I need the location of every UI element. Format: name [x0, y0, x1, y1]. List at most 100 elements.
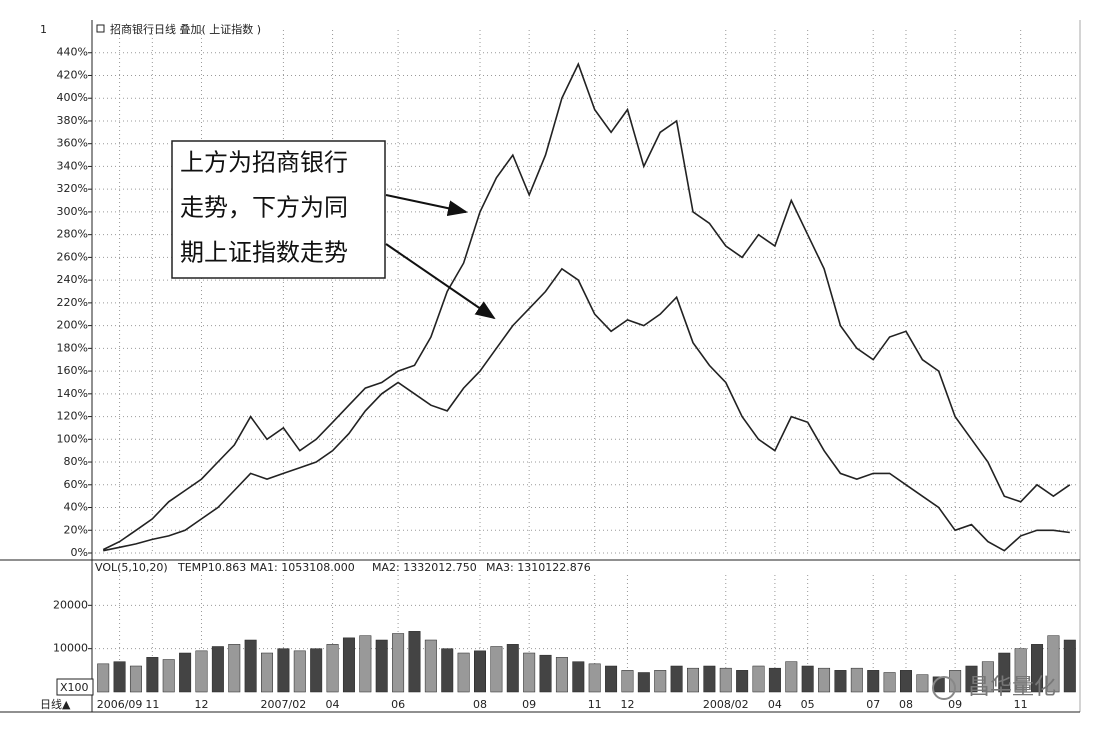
- y-tick-label: 100%: [57, 432, 88, 445]
- volume-bar: [998, 652, 1011, 693]
- volume-bar: [1014, 648, 1027, 693]
- volume-bar: [605, 665, 618, 693]
- volume-bar: [97, 663, 110, 693]
- volume-bar: [342, 637, 355, 693]
- volume-bar: [244, 639, 257, 693]
- x-tick-label: 11: [1014, 698, 1028, 711]
- price-line: [102, 62, 1071, 551]
- y-tick-label: 40%: [64, 501, 88, 514]
- volume-bar: [523, 652, 536, 693]
- volume-bar: [687, 667, 699, 693]
- y-tick-label: 0%: [71, 546, 88, 559]
- y-tick-label: 20000: [53, 598, 88, 611]
- indicator: MA3: 1310122.876: [486, 561, 591, 574]
- corner-label: 1: [40, 23, 47, 36]
- y-tick-label: 80%: [64, 455, 88, 468]
- x-tick-label: 11: [588, 698, 602, 711]
- volume-bar: [310, 648, 323, 693]
- x-tick-label: 08: [473, 698, 487, 711]
- x-tick-label: 12: [620, 698, 634, 711]
- volume-bar: [867, 670, 880, 693]
- volume-bar: [326, 644, 339, 693]
- watermark: 昌华量化: [968, 675, 1056, 700]
- arrow: [385, 243, 496, 320]
- volume-bar: [916, 674, 929, 693]
- y-tick-label: 160%: [57, 364, 88, 377]
- x-tick-label: 07: [866, 698, 880, 711]
- volume-bar: [818, 667, 831, 693]
- watermark-icon: [932, 676, 956, 700]
- volume-bar: [801, 665, 814, 693]
- volume-bar: [736, 670, 749, 693]
- volume-title: VOL(5,10,20): [95, 561, 168, 574]
- volume-bar: [621, 670, 634, 693]
- y-tick-label: 400%: [57, 91, 88, 104]
- volume-bar: [211, 646, 224, 693]
- y-tick-label: 360%: [57, 137, 88, 150]
- volume-bar: [506, 644, 519, 693]
- y-tick-label: 300%: [57, 205, 88, 218]
- volume-bar: [293, 650, 306, 693]
- volume-bar: [588, 663, 601, 693]
- unit-box: [56, 678, 94, 696]
- volume-bar: [965, 665, 978, 693]
- price-line: [103, 267, 1070, 552]
- y-tick-label: 60%: [64, 478, 88, 491]
- x-tick-label: 04: [768, 698, 782, 711]
- volume-bar: [850, 667, 863, 693]
- volume-bar: [474, 650, 486, 693]
- indicator: MA1: 1053108.000: [250, 561, 355, 574]
- y-tick-label: 440%: [57, 46, 88, 59]
- period-label: 日线▲: [40, 697, 71, 711]
- arrow: [385, 194, 468, 217]
- volume-bar: [113, 661, 126, 693]
- y-tick-label: 240%: [57, 273, 88, 286]
- volume-bar: [375, 639, 388, 693]
- x-tick-label: 09: [948, 698, 962, 711]
- volume-bar: [195, 650, 208, 693]
- volume-bar: [719, 667, 732, 693]
- volume-bar: [654, 670, 667, 693]
- indicator: TEMP10.863: [177, 561, 246, 574]
- volume-bar: [179, 652, 192, 693]
- volume-bar: [637, 672, 650, 693]
- x-tick-label: 05: [801, 698, 815, 711]
- y-tick-label: 260%: [57, 250, 88, 263]
- annotation: 走势，下方为同: [180, 194, 348, 222]
- volume-bar: [228, 644, 241, 693]
- volume-bar: [572, 661, 585, 693]
- volume-bar: [392, 633, 405, 693]
- volume-bar: [555, 657, 568, 693]
- x-tick-label: 2006/09: [97, 698, 143, 711]
- annotation-box: [171, 140, 386, 279]
- icon: [96, 24, 105, 33]
- y-tick-label: 220%: [57, 296, 88, 309]
- y-tick-label: 200%: [57, 319, 88, 332]
- volume-bar: [441, 648, 454, 693]
- volume-bar: [1031, 644, 1044, 693]
- x-tick-label: 2007/02: [261, 698, 307, 711]
- annotation: 期上证指数走势: [180, 239, 348, 267]
- volume-bar: [129, 665, 142, 693]
- y-tick-label: 180%: [57, 341, 88, 354]
- volume-bar: [785, 661, 798, 693]
- volume-bar: [457, 652, 470, 693]
- x-tick-label: 08: [899, 698, 913, 711]
- volume-bar: [277, 648, 290, 693]
- y-tick-label: 120%: [57, 410, 88, 423]
- chart-title: 招商银行日线 叠加( 上证指数 ): [110, 22, 261, 36]
- volume-bar: [1063, 639, 1076, 693]
- volume-bar: [408, 631, 421, 693]
- volume-bar: [670, 665, 683, 693]
- volume-bar: [146, 657, 159, 693]
- volume-bar: [490, 646, 503, 693]
- y-tick-label: 140%: [57, 387, 88, 400]
- volume-bar: [899, 670, 912, 693]
- volume-bar: [883, 672, 896, 693]
- y-tick-label: 280%: [57, 228, 88, 241]
- x-tick-label: 09: [522, 698, 536, 711]
- x-tick-label: 04: [326, 698, 340, 711]
- x-tick-label: 12: [194, 698, 208, 711]
- x-tick-label: 11: [145, 698, 159, 711]
- volume-bar: [424, 639, 437, 693]
